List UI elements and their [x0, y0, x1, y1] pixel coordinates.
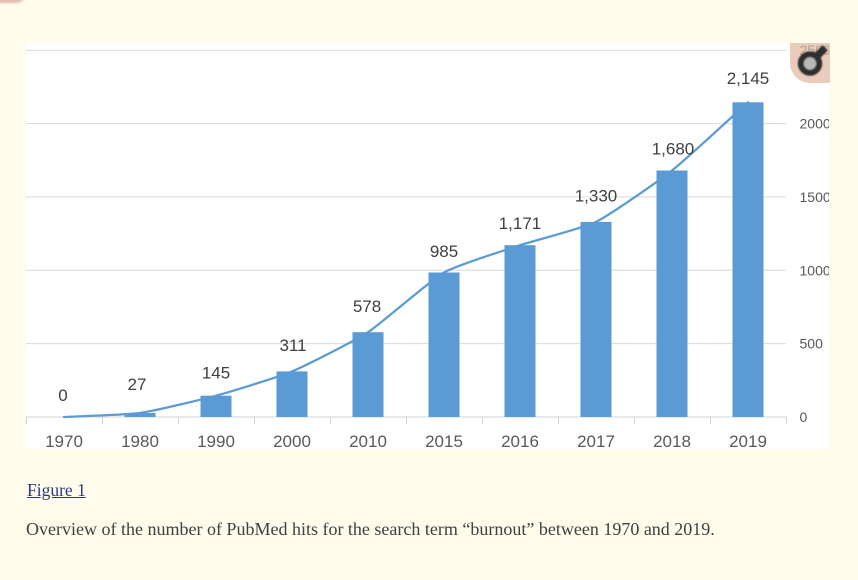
svg-text:500: 500	[800, 336, 824, 352]
svg-text:1500: 1500	[800, 189, 830, 205]
svg-text:2010: 2010	[349, 432, 387, 449]
svg-text:1990: 1990	[197, 432, 235, 449]
svg-text:2017: 2017	[577, 432, 615, 449]
svg-text:27: 27	[128, 375, 147, 394]
svg-text:311: 311	[279, 336, 306, 355]
svg-text:1000: 1000	[800, 262, 830, 278]
svg-text:578: 578	[353, 297, 381, 316]
svg-text:2000: 2000	[800, 116, 830, 132]
svg-text:985: 985	[430, 242, 458, 261]
svg-text:2000: 2000	[273, 432, 311, 449]
svg-text:1970: 1970	[45, 432, 83, 449]
svg-text:1,680: 1,680	[652, 140, 695, 159]
svg-text:1,171: 1,171	[499, 214, 542, 233]
svg-text:0: 0	[58, 386, 67, 405]
svg-text:2015: 2015	[425, 432, 463, 449]
svg-text:0: 0	[800, 409, 808, 425]
svg-text:1,330: 1,330	[575, 187, 618, 206]
svg-text:2016: 2016	[501, 432, 539, 449]
svg-text:1980: 1980	[121, 432, 159, 449]
svg-text:2019: 2019	[729, 432, 767, 449]
svg-text:2018: 2018	[653, 432, 691, 449]
svg-text:2,145: 2,145	[727, 69, 770, 88]
svg-text:145: 145	[202, 364, 230, 383]
